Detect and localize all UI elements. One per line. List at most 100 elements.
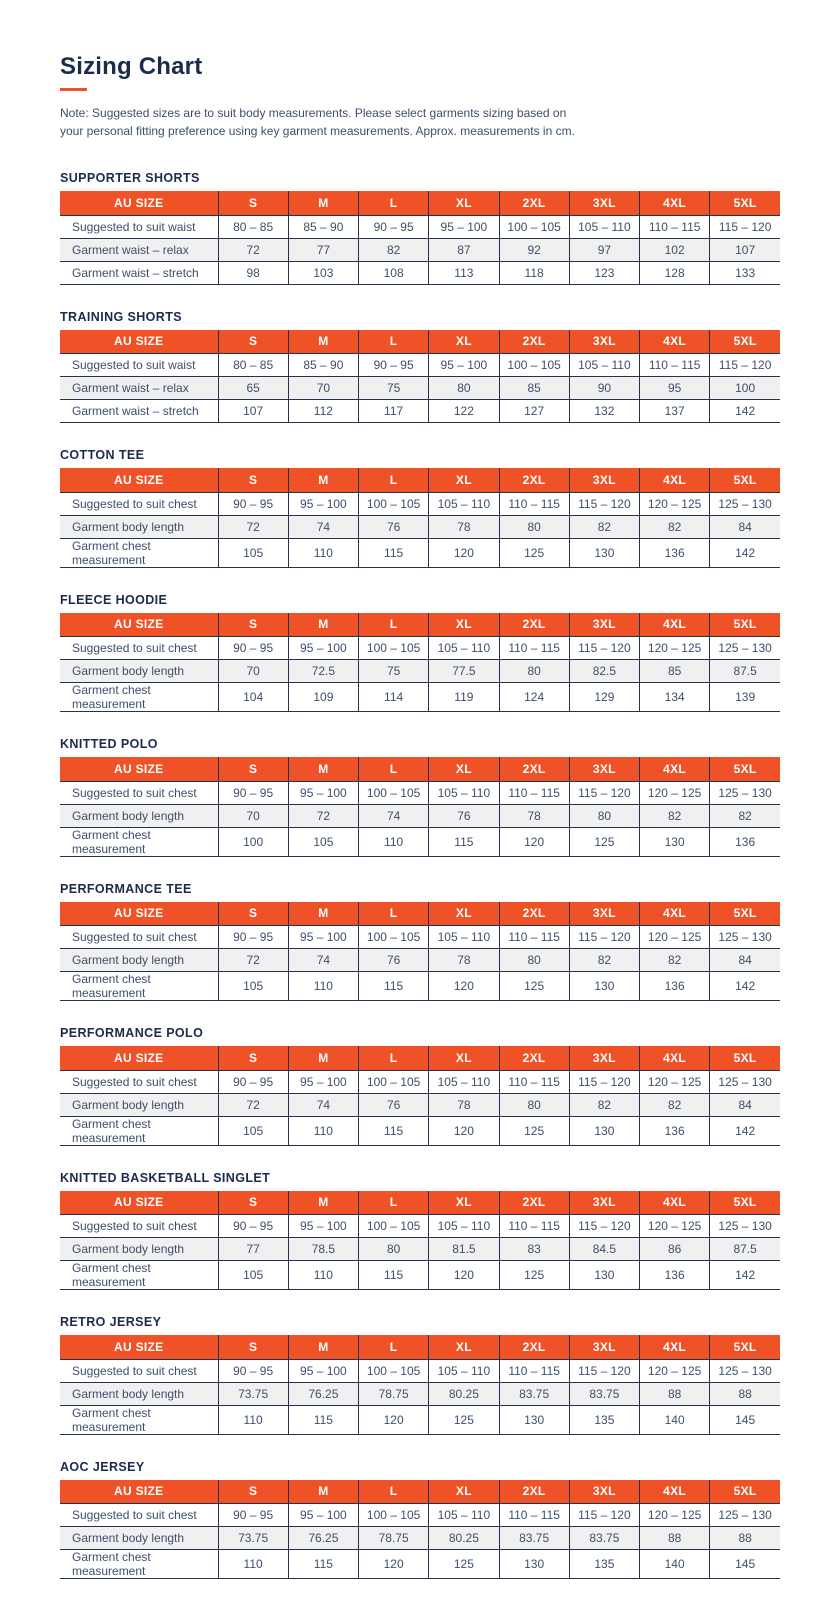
table-row: Garment body length 72 74 76 78 80 82 82 84 — [60, 948, 780, 972]
row-label: Garment waist – relax — [60, 376, 218, 400]
row-label: Garment chest measurement — [60, 971, 218, 1001]
value-cell: 95 – 100 — [287, 1070, 359, 1093]
table-row: Garment body length 70 72 74 76 78 80 82 82 — [60, 803, 780, 827]
value-cell: 82 — [357, 237, 429, 261]
size-table-section: RETRO JERSEY AU SIZE S M L XL 2XL 3XL 4XL 5XL Su… — [60, 1315, 780, 1435]
value-cell: 76.25 — [287, 1381, 359, 1405]
value-cell: 125 — [498, 1260, 570, 1290]
header-cell-size: 3XL — [568, 757, 640, 782]
row-label: Suggested to suit waist — [60, 353, 218, 377]
value-cell: 130 — [568, 971, 640, 1001]
value-cell: 104 — [217, 682, 289, 712]
value-cell: 85 – 90 — [287, 353, 359, 377]
header-cell-size: XL — [428, 612, 499, 637]
value-cell: 95 – 100 — [287, 492, 359, 515]
value-cell: 78.75 — [357, 1526, 429, 1550]
value-cell: 74 — [287, 1092, 359, 1116]
value-cell: 110 – 115 — [498, 492, 570, 515]
table-row: Suggested to suit chest 90 – 95 95 – 100 10… — [60, 1359, 780, 1382]
value-cell: 74 — [287, 514, 359, 538]
value-cell: 90 – 95 — [357, 215, 429, 238]
value-cell: 87 — [428, 237, 499, 261]
value-cell: 95 — [638, 376, 710, 400]
value-cell: 136 — [638, 1115, 710, 1145]
value-cell: 87.5 — [709, 659, 780, 683]
value-cell: 115 — [357, 1115, 429, 1145]
row-label: Garment body length — [60, 1381, 218, 1405]
value-cell: 74 — [287, 948, 359, 972]
header-cell-size: 5XL — [709, 1190, 780, 1215]
value-cell: 105 – 110 — [428, 1070, 499, 1093]
header-cell-size: L — [357, 329, 429, 354]
sizing-table: AU SIZE S M L XL 2XL 3XL 4XL 5XL Suggested to su… — [60, 1335, 780, 1435]
value-cell: 122 — [428, 399, 499, 423]
value-cell: 82 — [568, 1092, 640, 1116]
value-cell: 70 — [217, 659, 289, 683]
header-cell-size: 3XL — [568, 612, 640, 637]
header-cell-size: 5XL — [709, 757, 780, 782]
value-cell: 73.75 — [217, 1526, 289, 1550]
value-cell: 105 – 110 — [428, 492, 499, 515]
header-cell-size: S — [217, 468, 289, 493]
value-cell: 70 — [287, 376, 359, 400]
value-cell: 105 — [217, 1260, 289, 1290]
table-row: Garment chest measurement 105 110 115 120 125… — [60, 1115, 780, 1145]
row-label: Garment chest measurement — [60, 682, 218, 712]
value-cell: 75 — [357, 376, 429, 400]
row-label: Suggested to suit chest — [60, 1359, 218, 1382]
value-cell: 120 – 125 — [638, 1214, 710, 1238]
value-cell: 125 — [498, 1115, 570, 1145]
header-cell-au-size: AU SIZE — [60, 1479, 218, 1504]
header-cell-size: L — [357, 1335, 429, 1360]
header-cell-size: 2XL — [498, 1046, 570, 1071]
header-cell-size: 3XL — [568, 468, 640, 493]
header-cell-au-size: AU SIZE — [60, 1046, 218, 1071]
row-label: Suggested to suit chest — [60, 492, 218, 515]
table-title: COTTON TEE — [60, 448, 145, 462]
value-cell: 100 – 105 — [357, 1359, 429, 1382]
sizing-table: AU SIZE S M L XL 2XL 3XL 4XL 5XL Suggested to su… — [60, 1479, 780, 1579]
value-cell: 110 – 115 — [498, 636, 570, 660]
value-cell: 136 — [638, 1260, 710, 1290]
value-cell: 110 — [357, 826, 429, 856]
value-cell: 80 – 85 — [217, 353, 289, 377]
value-cell: 110 – 115 — [498, 781, 570, 804]
size-table-section: COTTON TEE AU SIZE S M L XL 2XL 3XL 4XL 5XL Sugg… — [60, 448, 780, 568]
row-label: Garment chest measurement — [60, 1404, 218, 1434]
row-label: Garment body length — [60, 1237, 218, 1261]
value-cell: 125 – 130 — [709, 492, 780, 515]
value-cell: 84 — [709, 948, 780, 972]
header-cell-size: M — [287, 1335, 359, 1360]
table-row: Suggested to suit chest 90 – 95 95 – 100 10… — [60, 1070, 780, 1093]
header-cell-size: L — [357, 1046, 429, 1071]
header-cell-size: S — [217, 1190, 289, 1215]
value-cell: 115 — [428, 826, 499, 856]
header-cell-size: 3XL — [568, 1335, 640, 1360]
value-cell: 105 – 110 — [568, 353, 640, 377]
header-cell-size: L — [357, 612, 429, 637]
value-cell: 81.5 — [428, 1237, 499, 1261]
value-cell: 120 – 125 — [638, 1359, 710, 1382]
header-cell-au-size: AU SIZE — [60, 757, 218, 782]
header-row: AU SIZE S M L XL 2XL 3XL 4XL 5XL — [60, 468, 780, 493]
value-cell: 82 — [638, 948, 710, 972]
table-title: KNITTED POLO — [60, 737, 158, 751]
table-row: Suggested to suit chest 90 – 95 95 – 100 10… — [60, 636, 780, 660]
value-cell: 142 — [709, 1115, 780, 1145]
value-cell: 76 — [357, 948, 429, 972]
header-cell-size: 2XL — [498, 468, 570, 493]
header-cell-size: L — [357, 468, 429, 493]
header-cell-size: XL — [428, 191, 499, 216]
table-row: Suggested to suit chest 90 – 95 95 – 100 10… — [60, 492, 780, 515]
value-cell: 80.25 — [428, 1526, 499, 1550]
header-cell-size: S — [217, 1479, 289, 1504]
header-cell-size: 5XL — [709, 329, 780, 354]
value-cell: 115 – 120 — [568, 1214, 640, 1238]
value-cell: 80 — [498, 514, 570, 538]
value-cell: 103 — [287, 260, 359, 284]
value-cell: 92 — [498, 237, 570, 261]
header-cell-size: M — [287, 1190, 359, 1215]
header-cell-size: 2XL — [498, 901, 570, 926]
value-cell: 110 – 115 — [638, 215, 710, 238]
row-label: Garment body length — [60, 514, 218, 538]
